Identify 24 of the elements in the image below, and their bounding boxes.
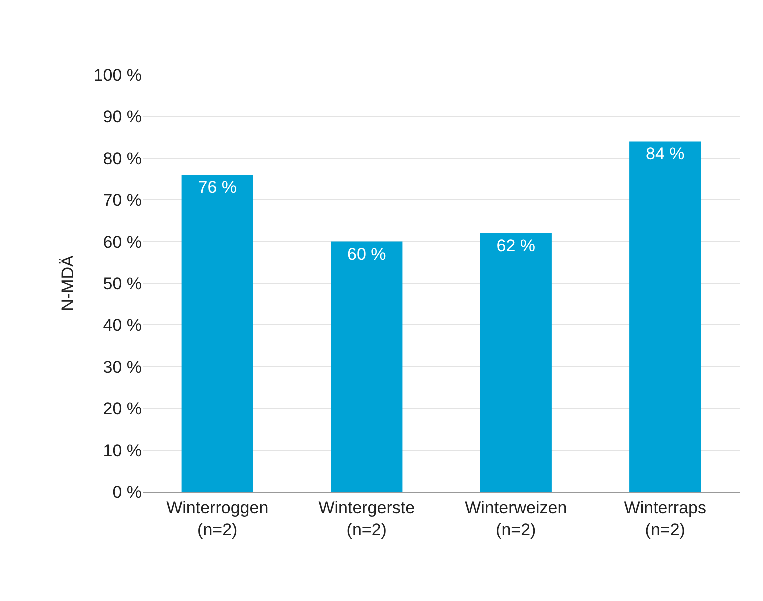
y-tick-label: 50 %: [103, 274, 142, 294]
data-label: 76 %: [198, 178, 238, 198]
y-tick-label: 30 %: [103, 358, 142, 377]
x-tick-label: Wintergerste (n=2): [318, 498, 416, 540]
x-tick-label: Winterraps (n=2): [624, 498, 706, 540]
y-tick-label: 90 %: [103, 108, 142, 127]
y-tick-label: 10 %: [103, 441, 142, 460]
data-label: 84 %: [646, 144, 685, 164]
bar: [480, 233, 552, 492]
y-axis-title: N-MDÄ: [58, 254, 78, 312]
y-tick-label: 100 %: [94, 66, 142, 85]
y-tick-label: 0 %: [112, 482, 142, 502]
data-label: 60 %: [348, 244, 386, 264]
y-tick-label: 80 %: [103, 149, 142, 168]
y-tick-label: 40 %: [103, 316, 142, 336]
y-tick-label: 70 %: [103, 191, 142, 210]
bar: [182, 175, 254, 492]
x-tick-label: Winterroggen (n=2): [166, 498, 269, 540]
data-label: 62 %: [496, 236, 536, 256]
y-tick-label: 60 %: [103, 232, 142, 252]
bar: [331, 242, 403, 492]
y-tick-label: 20 %: [103, 400, 142, 419]
x-tick-label: Winterweizen (n=2): [465, 498, 568, 540]
bar: [630, 142, 702, 492]
